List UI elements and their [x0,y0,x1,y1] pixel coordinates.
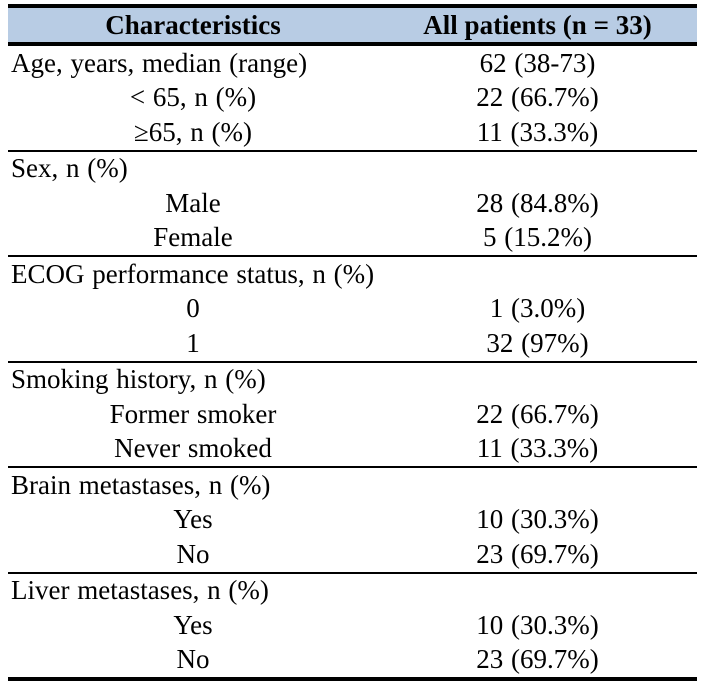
row-label: Age, years, median (range) [11,47,308,78]
table-row: ≥65, n (%) 11 (33.3%) [8,115,697,150]
column-header-characteristics: Characteristics [105,9,281,40]
row-label: Liver metastases, n (%) [11,575,269,606]
row-label: Female [153,222,233,253]
row-value: 22 (66.7%) [476,82,599,113]
row-value: 1 (3.0%) [489,293,586,324]
table-row: Former smoker 22 (66.7%) [8,397,697,432]
table-row: Liver metastases, n (%) [8,574,697,609]
row-label: ≥65, n (%) [133,116,253,147]
row-label: Smoking history, n (%) [11,364,266,395]
row-value: 23 (69.7%) [476,644,599,675]
table-row: Never smoked 11 (33.3%) [8,432,697,467]
section-ecog: ECOG performance status, n (%) 0 1 (3.0%… [8,257,697,363]
patient-characteristics-table: Characteristics All patients (n = 33) Ag… [8,4,697,681]
row-value: 10 (30.3%) [476,609,599,640]
section-sex: Sex, n (%) Male 28 (84.8%) Female 5 (15.… [8,152,697,257]
table-header-row: Characteristics All patients (n = 33) [8,8,697,46]
table-row: Smoking history, n (%) [8,363,697,398]
section-brain-metastases: Brain metastases, n (%) Yes 10 (30.3%) N… [8,468,697,574]
table-row: No 23 (69.7%) [8,643,697,678]
table-row: < 65, n (%) 22 (66.7%) [8,81,697,116]
table-row: Sex, n (%) [8,152,697,187]
row-value: 32 (97%) [486,327,589,358]
table-row: Age, years, median (range) 62 (38-73) [8,46,697,81]
row-value: 22 (66.7%) [476,398,599,429]
table-row: 0 1 (3.0%) [8,292,697,327]
column-header-all-patients: All patients (n = 33) [423,9,652,40]
row-label: Male [165,187,221,218]
row-label: No [176,538,210,569]
row-label: Sex, n (%) [11,153,128,184]
row-label: Yes [173,609,213,640]
row-label: Brain metastases, n (%) [11,469,271,500]
row-label: Former smoker [109,398,277,429]
table-row: Female 5 (15.2%) [8,221,697,256]
table-row: Brain metastases, n (%) [8,468,697,503]
row-value: 23 (69.7%) [476,538,599,569]
row-label: < 65, n (%) [129,82,257,113]
table-row: 1 32 (97%) [8,326,697,361]
row-label: ECOG performance status, n (%) [11,258,375,289]
section-age: Age, years, median (range) 62 (38-73) < … [8,46,697,152]
section-liver-metastases: Liver metastases, n (%) Yes 10 (30.3%) N… [8,574,697,678]
table-row: Male 28 (84.8%) [8,186,697,221]
row-label: 0 [186,293,200,324]
table-row: ECOG performance status, n (%) [8,257,697,292]
row-value: 10 (30.3%) [476,504,599,535]
row-label: Never smoked [114,433,272,464]
table-row: No 23 (69.7%) [8,537,697,572]
section-smoking: Smoking history, n (%) Former smoker 22 … [8,363,697,468]
row-value: 62 (38-73) [479,47,596,78]
table-row: Yes 10 (30.3%) [8,608,697,643]
row-label: 1 [186,327,200,358]
row-value: 28 (84.8%) [476,187,599,218]
row-value: 11 (33.3%) [476,116,599,147]
table-row: Yes 10 (30.3%) [8,503,697,538]
row-value: 5 (15.2%) [483,222,592,253]
row-label: Yes [173,504,213,535]
row-label: No [176,644,210,675]
row-value: 11 (33.3%) [476,433,599,464]
